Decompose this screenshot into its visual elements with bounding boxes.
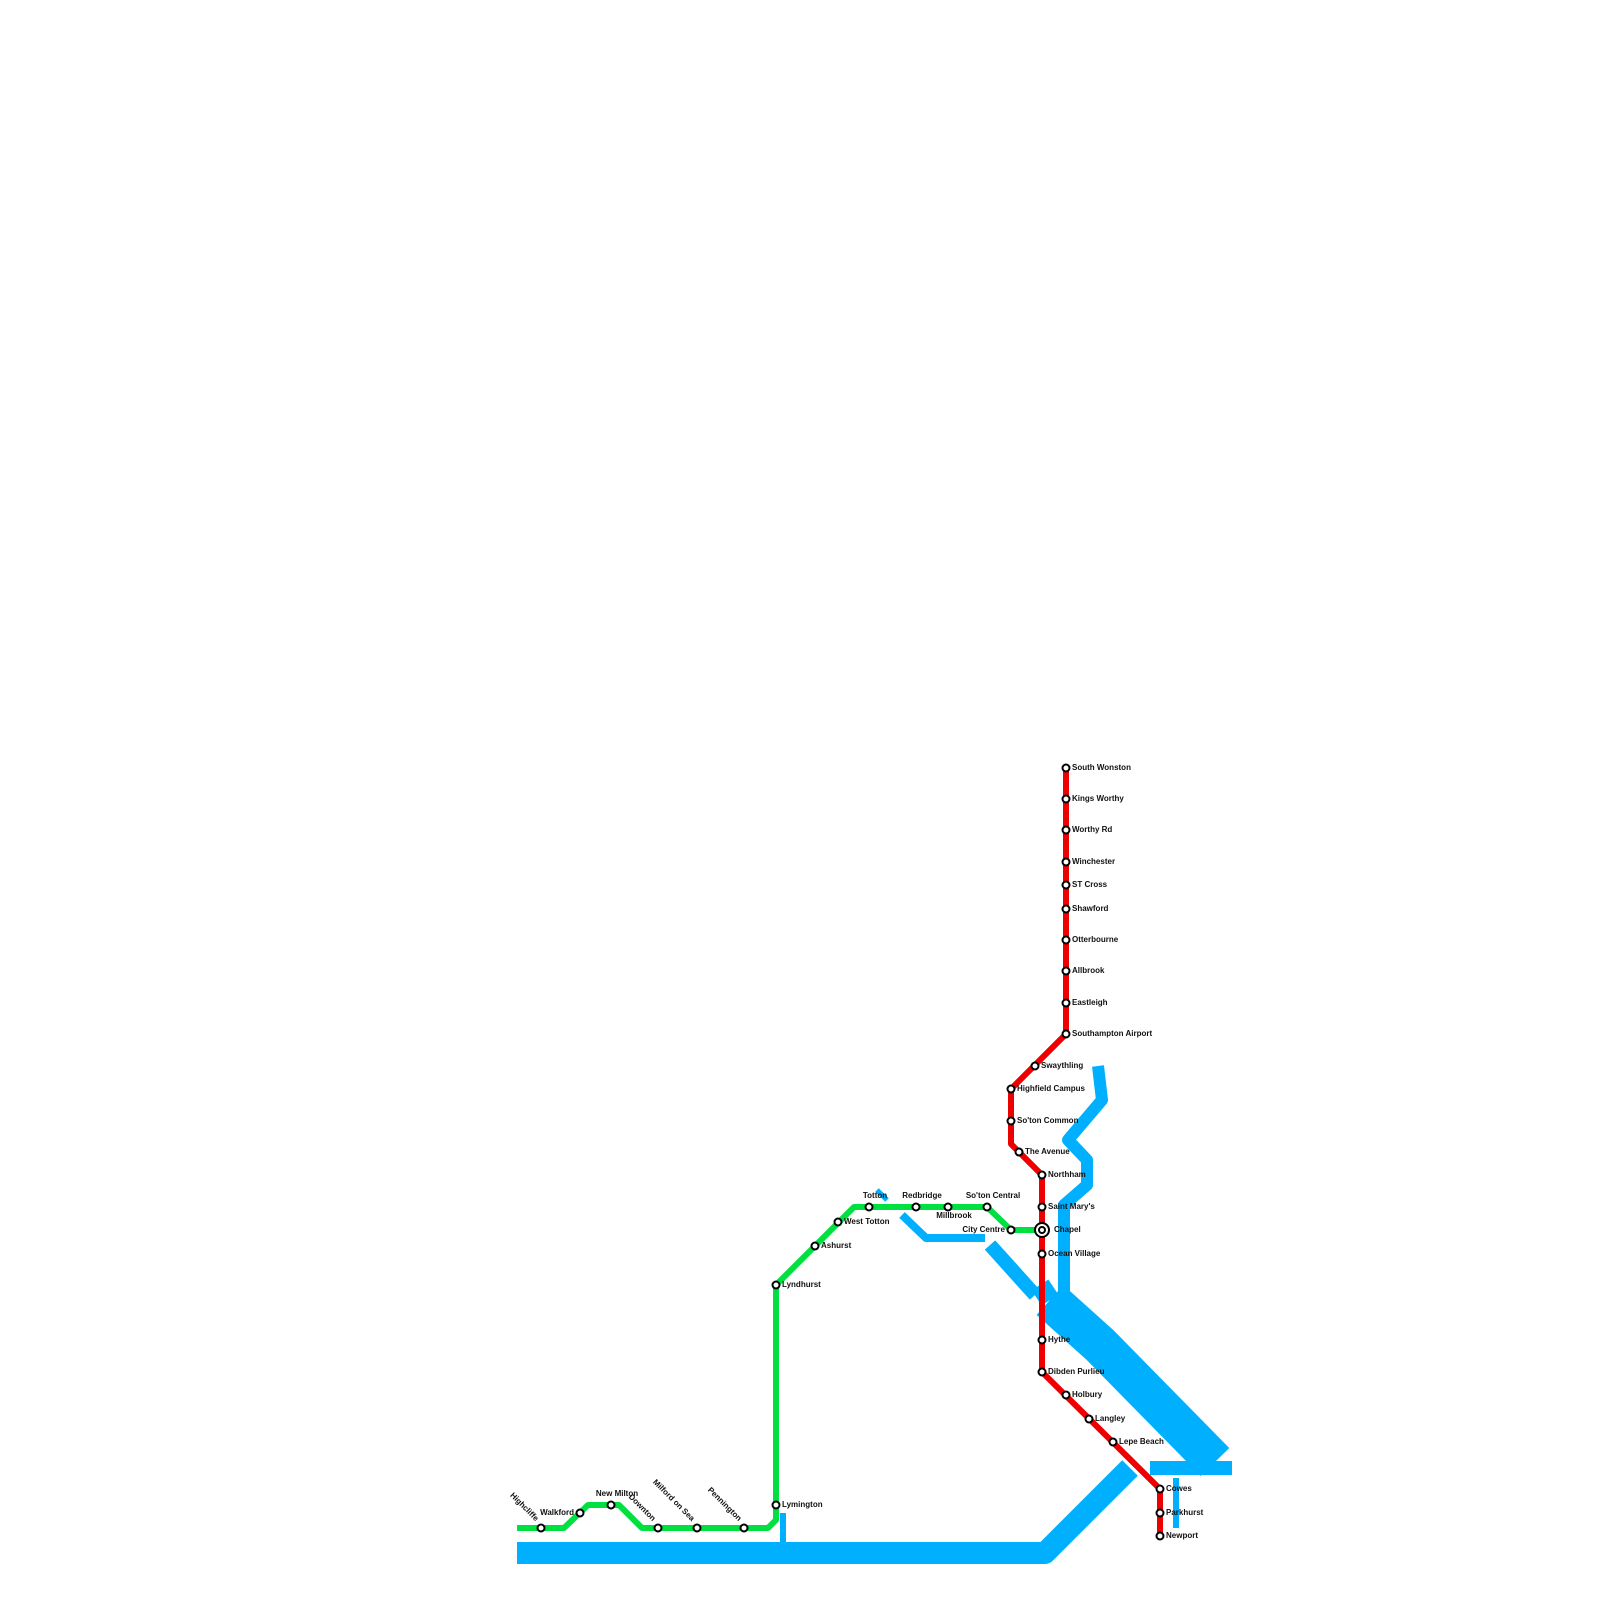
stations: South Wonston Kings Worthy Worthy Rd Winche… (508, 763, 1204, 1541)
station (1061, 904, 1071, 914)
station-label: Allbrook (1072, 966, 1105, 975)
station-label: Lyndhurst (782, 1280, 821, 1289)
station (606, 1500, 616, 1510)
station-label: City Centre (962, 1225, 1005, 1234)
station (771, 1500, 781, 1510)
station-label: Lymington (782, 1500, 823, 1509)
station-label: Eastleigh (1072, 998, 1108, 1007)
station-label: Dibden Purlieu (1048, 1367, 1105, 1376)
station-label: Hythe (1048, 1335, 1071, 1344)
red-route (1008, 768, 1163, 1536)
station-label: Swaythling (1041, 1061, 1083, 1070)
station-label: The Avenue (1025, 1147, 1070, 1156)
water (517, 1065, 1232, 1564)
station-label: Winchester (1072, 857, 1115, 866)
station (1061, 763, 1071, 773)
station-label: Shawford (1072, 904, 1109, 913)
station (810, 1241, 820, 1251)
station (1037, 1170, 1047, 1180)
station-label: Ocean Village (1048, 1249, 1101, 1258)
interchange-label: Chapel (1054, 1225, 1081, 1234)
station (1155, 1484, 1165, 1494)
station-label: Cowes (1166, 1484, 1192, 1493)
station (739, 1523, 749, 1533)
station-label: Totton (863, 1191, 887, 1200)
station-label: Walkford (540, 1508, 574, 1517)
station-label: South Wonston (1072, 763, 1131, 772)
station (1061, 1029, 1071, 1039)
station (1061, 825, 1071, 835)
station (1155, 1508, 1165, 1518)
station (911, 1202, 921, 1212)
station (1155, 1531, 1165, 1541)
station (1037, 1335, 1047, 1345)
station-label: Highfield Campus (1017, 1084, 1086, 1093)
station-label: New Milton (596, 1489, 638, 1498)
station (1108, 1437, 1118, 1447)
station-label: Saint Mary's (1048, 1202, 1095, 1211)
station-label: Lepe Beach (1119, 1437, 1164, 1446)
station-label: So'ton Central (966, 1191, 1020, 1200)
station (1006, 1116, 1016, 1126)
station (1061, 966, 1071, 976)
station (1061, 998, 1071, 1008)
station (1030, 1061, 1040, 1071)
station (1061, 794, 1071, 804)
station-label: Millbrook (936, 1211, 972, 1220)
interchange-inner (1038, 1226, 1046, 1234)
station-label: Holbury (1072, 1390, 1103, 1399)
station (864, 1202, 874, 1212)
station-label: Milford on Sea (651, 1478, 697, 1524)
station-label: Redbridge (902, 1191, 942, 1200)
station (1037, 1249, 1047, 1259)
station-label: Kings Worthy (1072, 794, 1124, 803)
station-label: Northham (1048, 1170, 1086, 1179)
station (1006, 1225, 1016, 1235)
station (771, 1280, 781, 1290)
station (1061, 935, 1071, 945)
station-label: Ashurst (821, 1241, 852, 1250)
station (1084, 1414, 1094, 1424)
station (653, 1523, 663, 1533)
station-label: Langley (1095, 1414, 1126, 1423)
station-label: Parkhurst (1166, 1508, 1204, 1517)
station (1014, 1147, 1024, 1157)
station (1061, 880, 1071, 890)
station (692, 1523, 702, 1533)
station-label: Highcliffe (508, 1491, 541, 1524)
station-label: Pennington (706, 1485, 744, 1523)
station (833, 1217, 843, 1227)
station-label: Worthy Rd (1072, 825, 1112, 834)
station-label: Newport (1166, 1531, 1198, 1540)
station-label: So'ton Common (1017, 1116, 1079, 1125)
station (1061, 1390, 1071, 1400)
green-route (517, 1204, 1042, 1531)
station (1037, 1367, 1047, 1377)
station-label: Otterbourne (1072, 935, 1119, 944)
station (575, 1508, 585, 1518)
station (536, 1523, 546, 1533)
station-label: West Totton (844, 1217, 890, 1226)
station-label: Southampton Airport (1072, 1029, 1152, 1038)
station-label: ST Cross (1072, 880, 1108, 889)
station (943, 1202, 953, 1212)
station (982, 1202, 992, 1212)
station (1006, 1084, 1016, 1094)
station (1061, 857, 1071, 867)
station (1037, 1202, 1047, 1212)
